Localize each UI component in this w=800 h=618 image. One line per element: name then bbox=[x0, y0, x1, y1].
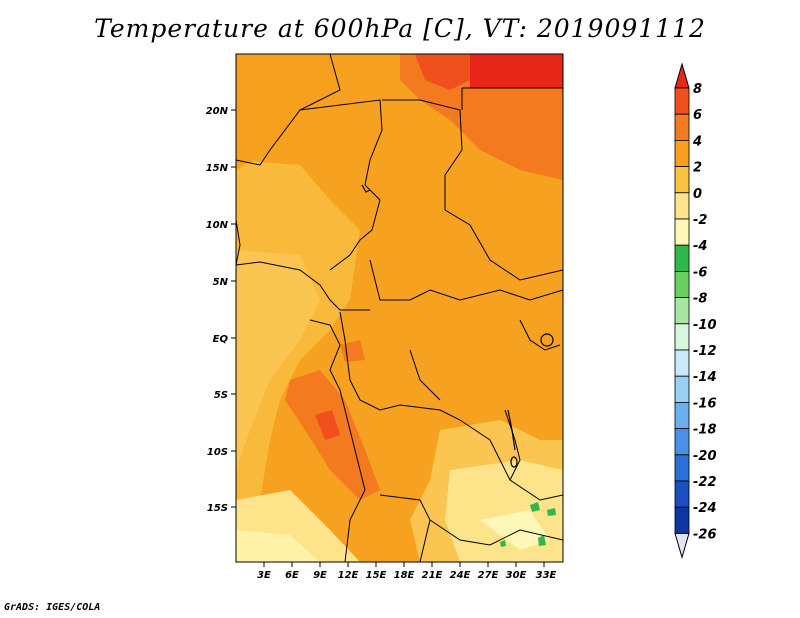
lat-tick-label: 5S bbox=[214, 390, 228, 401]
colorbar-label: 0 bbox=[693, 187, 702, 202]
lon-tick-label: 6E bbox=[285, 570, 299, 581]
colorbar-top-arrow bbox=[674, 62, 690, 89]
colorbar-label: -20 bbox=[693, 449, 717, 464]
contour-fill-8c-north bbox=[470, 54, 563, 88]
colorbar-label: 4 bbox=[692, 134, 702, 149]
contour-fill-6c-north bbox=[415, 54, 470, 90]
map-frame bbox=[235, 53, 564, 563]
map-title: Temperature at 600hPa [C], VT: 201909111… bbox=[94, 14, 706, 43]
colorbar-label: -8 bbox=[693, 292, 707, 307]
footer-credit: GrADS: IGES/COLA bbox=[4, 602, 101, 613]
lon-tick-label: 33E bbox=[536, 570, 557, 581]
colorbar-label: -4 bbox=[693, 239, 707, 254]
colorbar-swatch bbox=[674, 139, 690, 167]
lon-tick-label: 15E bbox=[366, 570, 387, 581]
colorbar-label: 2 bbox=[693, 161, 702, 176]
latitude-axis: 20N 15N 10N 5N EQ 5S 10S 15S bbox=[206, 106, 236, 514]
map-panel bbox=[236, 54, 563, 562]
colorbar-swatch bbox=[674, 270, 690, 298]
lon-tick-label: 30E bbox=[506, 570, 527, 581]
colorbar-label: -24 bbox=[693, 501, 717, 516]
lat-tick-label: 10N bbox=[206, 220, 229, 231]
lat-tick-label: 20N bbox=[206, 106, 229, 117]
colorbar-swatch bbox=[674, 506, 690, 534]
contour-fill-2c-west bbox=[236, 250, 320, 470]
lon-tick-label: 27E bbox=[478, 570, 499, 581]
lat-tick-label: 5N bbox=[213, 277, 229, 288]
contour-fill-minus4c-sw bbox=[236, 530, 320, 562]
colorbar-swatch bbox=[674, 297, 690, 325]
colorbar-label: -10 bbox=[693, 318, 717, 333]
colorbar-label: -6 bbox=[693, 265, 707, 280]
colorbar-swatch bbox=[674, 218, 690, 246]
colorbar-swatch bbox=[674, 454, 690, 482]
colorbar-swatch bbox=[674, 375, 690, 403]
lakes bbox=[361, 184, 554, 468]
lat-tick-label: 15S bbox=[207, 503, 228, 514]
lat-tick-label: EQ bbox=[213, 334, 229, 345]
colorbar-label: -12 bbox=[693, 344, 717, 359]
lon-tick-label: 24E bbox=[450, 570, 471, 581]
colorbar-label: -26 bbox=[693, 527, 717, 542]
lon-tick-label: 9E bbox=[313, 570, 327, 581]
colorbar-label: 6 bbox=[693, 108, 702, 123]
colorbar-swatch bbox=[674, 192, 690, 220]
longitude-axis: 3E 6E 9E 12E 15E 18E 21E 24E 27E 30E 33E bbox=[257, 562, 557, 581]
lon-tick-label: 21E bbox=[422, 570, 443, 581]
contour-fill-6c-angola bbox=[315, 410, 340, 440]
lat-tick-label: 10S bbox=[207, 447, 228, 458]
colorbar-bottom-arrow bbox=[674, 532, 690, 560]
contour-fill-minus2c-south bbox=[445, 460, 563, 562]
colorbar-swatch bbox=[674, 87, 690, 115]
colorbar-swatch bbox=[674, 401, 690, 429]
colorbar-label: -2 bbox=[693, 213, 707, 228]
colorbar-swatch bbox=[674, 113, 690, 141]
coastline-west bbox=[236, 219, 241, 266]
colorbar-label: -22 bbox=[693, 475, 717, 490]
colorbar-swatch bbox=[674, 480, 690, 508]
colorbar-label: 8 bbox=[693, 82, 702, 97]
colorbar-swatch bbox=[674, 244, 690, 272]
lat-tick-label: 15N bbox=[206, 163, 229, 174]
contour-fill-2c-nw bbox=[236, 54, 340, 170]
lon-tick-label: 12E bbox=[338, 570, 359, 581]
contour-fill-minus4c-se bbox=[480, 510, 550, 550]
lon-tick-label: 3E bbox=[257, 570, 271, 581]
colorbar-label: -16 bbox=[693, 396, 717, 411]
colorbar-swatch bbox=[674, 166, 690, 194]
colorbar-label: -18 bbox=[693, 423, 717, 438]
country-borders bbox=[236, 54, 563, 562]
colorbar-label: -14 bbox=[693, 370, 717, 385]
contour-fill-4c-gabon bbox=[340, 340, 365, 362]
lon-tick-label: 18E bbox=[394, 570, 415, 581]
colorbar-swatch bbox=[674, 349, 690, 377]
colorbar-swatch bbox=[674, 323, 690, 351]
colorbar-swatch bbox=[674, 428, 690, 456]
colorbar: 8 6 4 2 0 -2 -4 -6 -8 -10 -12 -14 -16 -18 -20 -22 -24 -26 bbox=[674, 62, 717, 560]
